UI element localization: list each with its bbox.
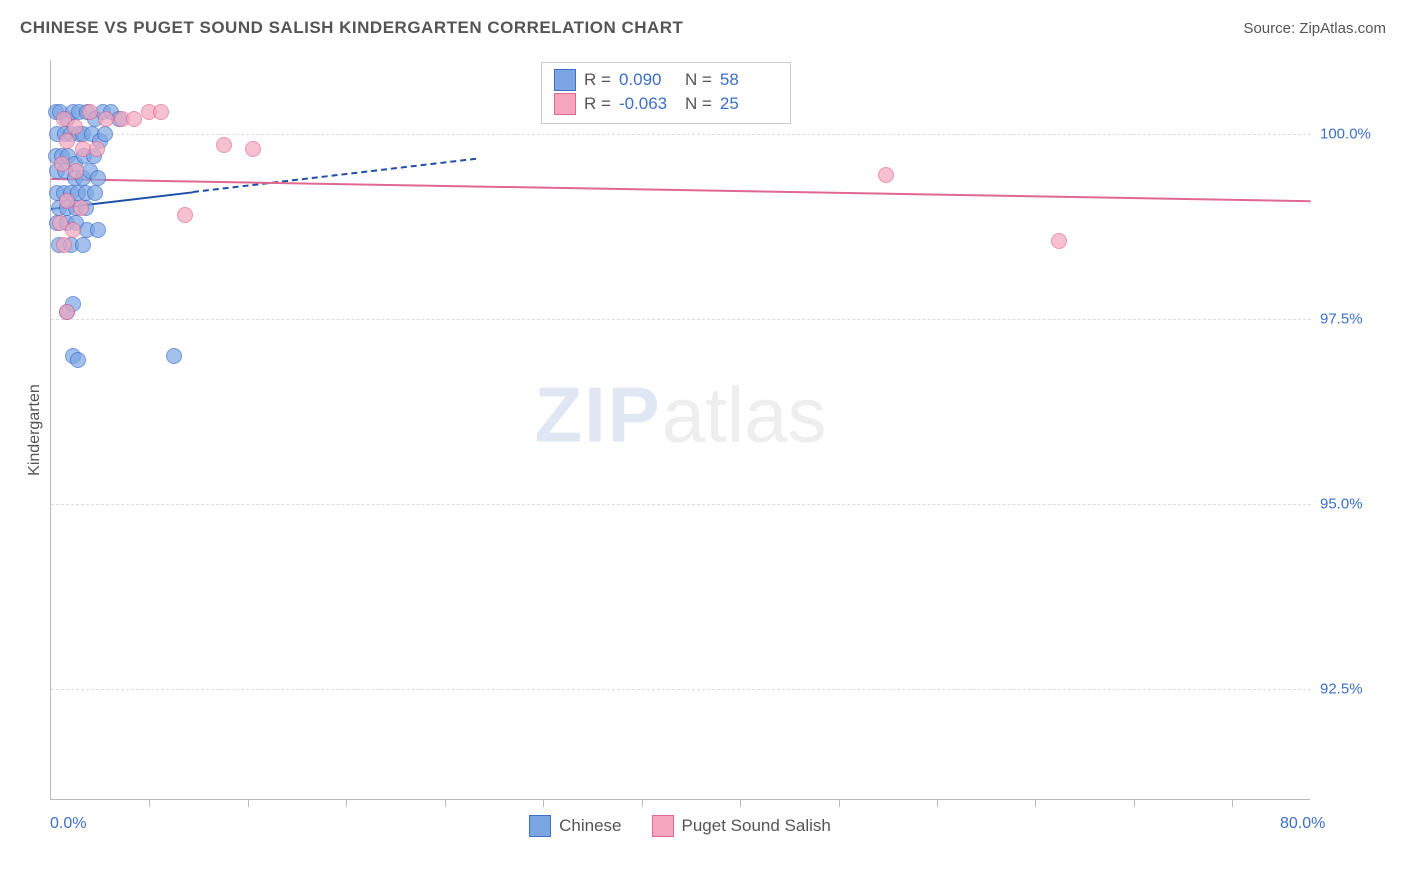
scatter-point	[90, 222, 106, 238]
x-tick	[248, 799, 249, 807]
n-value-chinese: 58	[720, 70, 778, 90]
watermark-zip: ZIP	[534, 370, 661, 458]
scatter-point	[97, 126, 113, 142]
scatter-point	[98, 111, 114, 127]
x-tick	[740, 799, 741, 807]
legend-item-salish: Puget Sound Salish	[652, 815, 831, 837]
x-tick	[1035, 799, 1036, 807]
n-value-salish: 25	[720, 94, 778, 114]
scatter-point	[89, 141, 105, 157]
gridline	[51, 319, 1311, 320]
y-tick-label: 95.0%	[1320, 496, 1363, 513]
scatter-point	[166, 348, 182, 364]
y-axis-label: Kindergarten	[26, 384, 44, 476]
gridline	[51, 134, 1311, 135]
x-tick	[149, 799, 150, 807]
x-tick	[445, 799, 446, 807]
source-attribution: Source: ZipAtlas.com	[1243, 20, 1386, 37]
scatter-point	[177, 207, 193, 223]
plot-area: ZIPatlas R = 0.090 N = 58 R = -0.063 N =…	[50, 60, 1310, 800]
r-value-chinese: 0.090	[619, 70, 677, 90]
watermark: ZIPatlas	[534, 369, 826, 460]
x-tick	[543, 799, 544, 807]
legend-label-salish: Puget Sound Salish	[682, 816, 831, 836]
y-tick-label: 97.5%	[1320, 311, 1363, 328]
scatter-point	[59, 133, 75, 149]
r-label: R =	[584, 94, 611, 114]
n-label: N =	[685, 94, 712, 114]
scatter-point	[87, 185, 103, 201]
x-tick	[937, 799, 938, 807]
legend-label-chinese: Chinese	[559, 816, 621, 836]
n-label: N =	[685, 70, 712, 90]
r-value-salish: -0.063	[619, 94, 677, 114]
r-label: R =	[584, 70, 611, 90]
stat-legend-row: R = 0.090 N = 58	[554, 69, 778, 91]
trend-line	[51, 178, 1311, 202]
chart-title: CHINESE VS PUGET SOUND SALISH KINDERGART…	[20, 18, 683, 38]
scatter-point	[245, 141, 261, 157]
scatter-point	[878, 167, 894, 183]
scatter-point	[216, 137, 232, 153]
y-tick-label: 92.5%	[1320, 681, 1363, 698]
y-tick-label: 100.0%	[1320, 126, 1371, 143]
gridline	[51, 504, 1311, 505]
x-tick	[642, 799, 643, 807]
legend-swatch-chinese	[554, 69, 576, 91]
scatter-point	[56, 237, 72, 253]
scatter-point	[70, 352, 86, 368]
bottom-legend: Chinese Puget Sound Salish	[50, 815, 1310, 837]
watermark-atlas: atlas	[662, 370, 827, 458]
scatter-point	[153, 104, 169, 120]
chart-container: Kindergarten ZIPatlas R = 0.090 N = 58 R…	[50, 60, 1380, 800]
legend-item-chinese: Chinese	[529, 815, 621, 837]
legend-swatch-salish	[554, 93, 576, 115]
x-tick	[839, 799, 840, 807]
stat-legend: R = 0.090 N = 58 R = -0.063 N = 25	[541, 62, 791, 124]
x-tick	[1134, 799, 1135, 807]
stat-legend-row: R = -0.063 N = 25	[554, 93, 778, 115]
legend-swatch-chinese	[529, 815, 551, 837]
scatter-point	[82, 104, 98, 120]
scatter-point	[75, 237, 91, 253]
scatter-point	[90, 170, 106, 186]
scatter-point	[1051, 233, 1067, 249]
scatter-point	[67, 119, 83, 135]
gridline	[51, 689, 1311, 690]
scatter-point	[68, 163, 84, 179]
x-tick	[1232, 799, 1233, 807]
x-tick	[346, 799, 347, 807]
scatter-point	[73, 200, 89, 216]
scatter-point	[59, 304, 75, 320]
legend-swatch-salish	[652, 815, 674, 837]
scatter-point	[65, 222, 81, 238]
trend-line	[193, 158, 477, 193]
